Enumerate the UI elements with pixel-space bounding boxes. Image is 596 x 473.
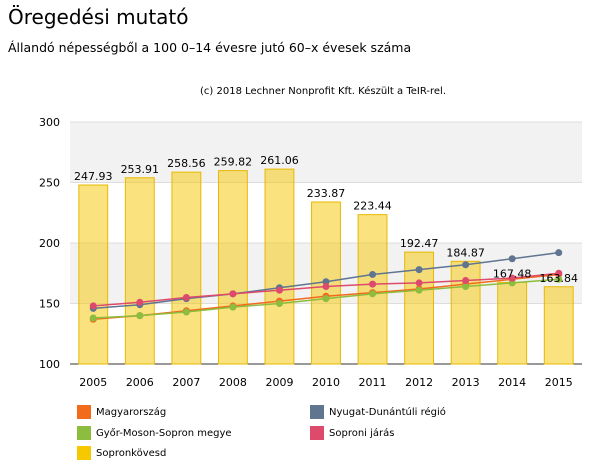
series-point (462, 277, 470, 285)
series-point (508, 255, 516, 263)
series-point (89, 302, 97, 310)
x-tick-label: 2006 (126, 376, 154, 389)
bar (264, 168, 295, 365)
series-point (555, 275, 563, 283)
series-point (322, 283, 330, 291)
bar-data-label: 233.87 (307, 187, 346, 200)
bar (543, 286, 574, 365)
series-point (555, 269, 563, 277)
series-point (369, 280, 377, 288)
y-tick-label: 100 (39, 358, 60, 371)
series-point (369, 290, 377, 298)
grid-band (70, 122, 582, 183)
y-tick-label: 200 (39, 237, 60, 250)
bar (78, 184, 109, 365)
series-point (136, 312, 144, 320)
series-point (508, 274, 516, 282)
legend-item-gyor-moson-sopron-megye[interactable]: Győr-Moson-Sopron megye (77, 426, 232, 440)
bar-data-label: 253.91 (121, 163, 160, 176)
bar-data-label: 223.44 (353, 200, 392, 213)
chart-credit: (c) 2018 Lechner Nonprofit Kft. Készült … (200, 86, 447, 97)
series-point (369, 270, 377, 278)
legend-item-magyarorszag[interactable]: Magyarország (77, 405, 166, 419)
bar-data-label: 261.06 (260, 154, 299, 167)
series-point (275, 286, 283, 294)
chart-subtitle: Állandó népességből a 100 0–14 évesre ju… (8, 40, 412, 55)
bar-data-label: 163.84 (539, 272, 578, 285)
series-point (415, 279, 423, 287)
chart-title: Öregedési mutató (8, 5, 189, 29)
bar-data-label: 167.48 (493, 267, 532, 280)
legend-swatch (77, 446, 91, 460)
series-point (182, 293, 190, 301)
series-point (182, 308, 190, 316)
series-point (508, 279, 516, 287)
legend-label: Sopronkövesd (96, 447, 167, 459)
series-point (89, 314, 97, 322)
bar (217, 170, 248, 365)
bar-data-label: 258.56 (167, 157, 206, 170)
legend-swatch (310, 405, 324, 419)
legend-label: Soproni járás (329, 427, 395, 439)
series-point (136, 298, 144, 306)
legend-label: Magyarország (96, 406, 167, 418)
x-tick-label: 2009 (265, 376, 293, 389)
bar-data-label: 184.87 (446, 246, 485, 259)
series-point (555, 249, 563, 257)
x-tick-label: 2005 (79, 376, 107, 389)
series-point (322, 278, 330, 286)
x-tick-label: 2011 (359, 376, 387, 389)
legend-label: Győr-Moson-Sopron megye (96, 427, 232, 439)
series-point (322, 295, 330, 303)
series-point (275, 300, 283, 307)
series-point (229, 290, 237, 298)
x-tick-label: 2014 (498, 376, 526, 389)
series-point (462, 261, 470, 269)
y-tick-label: 150 (39, 298, 60, 311)
x-tick-label: 2015 (545, 376, 573, 389)
x-tick-label: 2010 (312, 376, 340, 389)
series-point (462, 283, 470, 291)
bar (171, 171, 202, 365)
x-tick-label: 2007 (172, 376, 200, 389)
y-tick-label: 250 (39, 177, 60, 190)
legend-item-sopronkovesd[interactable]: Sopronkövesd (77, 446, 166, 460)
x-tick-label: 2008 (219, 376, 247, 389)
bar (124, 177, 155, 365)
legend-swatch (77, 405, 91, 419)
bar-data-label: 259.82 (214, 156, 253, 169)
series-point (229, 303, 237, 311)
series-point (415, 286, 423, 294)
y-tick-label: 300 (39, 116, 60, 129)
legend-swatch (310, 426, 324, 440)
legend-swatch (77, 426, 91, 440)
legend-item-soproni-jaras[interactable]: Soproni járás (310, 426, 394, 440)
x-tick-label: 2013 (452, 376, 480, 389)
bar-data-label: 247.93 (74, 170, 113, 183)
bar-data-label: 192.47 (400, 237, 439, 250)
legend-label: Nyugat-Dunántúli régió (329, 406, 446, 418)
bar (497, 281, 528, 365)
legend-item-nyugat-dunantuli-regio[interactable]: Nyugat-Dunántúli régió (310, 405, 446, 419)
bar (450, 260, 481, 365)
series-point (415, 266, 423, 274)
x-tick-label: 2012 (405, 376, 433, 389)
